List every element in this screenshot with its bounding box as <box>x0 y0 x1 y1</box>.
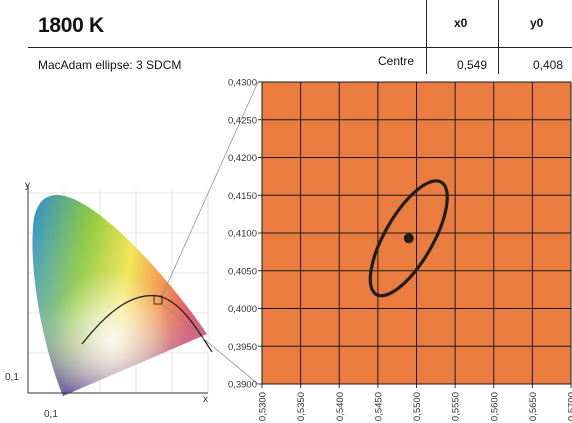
macadam-ellipse <box>368 179 449 298</box>
y-tick-labels: 0,3900 0,3950 0,4000 0,4050 0,4100 0,4150 0,42… <box>228 78 257 391</box>
x-tick-label: 0,5500 <box>412 392 423 421</box>
column-divider-x0 <box>426 0 427 74</box>
x-tick-label: 0,5550 <box>451 392 462 421</box>
x-tick-label: 0,5350 <box>296 392 307 421</box>
centre-y-value: 0,408 <box>533 58 564 72</box>
y-tick-label: 0,4250 <box>228 115 257 126</box>
macadam-chart: 0,3900 0,3950 0,4000 0,4050 0,4100 0,4150 0,42… <box>228 78 572 422</box>
centre-x-value: 0,549 <box>457 58 488 72</box>
y-tick-label: 0,3950 <box>228 342 257 353</box>
header-divider <box>28 47 572 48</box>
cie-locus-white <box>32 195 207 396</box>
cie-y-tick-label: 0,1 <box>5 372 19 383</box>
ellipse-subtitle: MacAdam ellipse: 3 SDCM <box>38 58 182 72</box>
x-tick-label: 0,5600 <box>489 392 500 421</box>
y-tick-label: 0,4000 <box>228 304 257 315</box>
zoom-line-top <box>161 81 259 297</box>
zoom-marker <box>153 295 163 305</box>
column-header-y0: y0 <box>530 16 544 30</box>
cie-x-axis-letter: x <box>203 394 208 405</box>
centre-point <box>403 233 414 244</box>
column-header-x0: x0 <box>454 16 468 30</box>
page-title: 1800 K <box>38 14 104 37</box>
y-tick-label: 0,4150 <box>228 191 257 202</box>
y-tick-label: 0,3900 <box>228 380 257 391</box>
y-tick-label: 0,4050 <box>228 266 257 277</box>
column-divider-y0 <box>498 0 499 74</box>
zoom-line-bottom <box>161 303 259 385</box>
x-tick-label: 0,5700 <box>567 392 572 421</box>
x-tick-label: 0,5400 <box>335 392 346 421</box>
cie-diagram: y x 0,1 0,1 <box>5 81 259 420</box>
cie-y-axis-letter: y <box>25 180 30 191</box>
x-tick-label: 0,5300 <box>258 392 269 421</box>
centre-label: Centre <box>378 54 415 68</box>
y-tick-label: 0,4300 <box>228 78 257 89</box>
cie-x-tick-label: 0,1 <box>44 409 58 420</box>
y-tick-label: 0,4200 <box>228 153 257 164</box>
x-tick-label: 0,5650 <box>528 392 539 421</box>
x-tick-labels: 0,5300 0,5350 0,5400 0,5450 0,5500 0,5550 0,56… <box>258 392 572 421</box>
y-tick-label: 0,4100 <box>228 229 257 240</box>
x-tick-label: 0,5450 <box>373 392 384 421</box>
